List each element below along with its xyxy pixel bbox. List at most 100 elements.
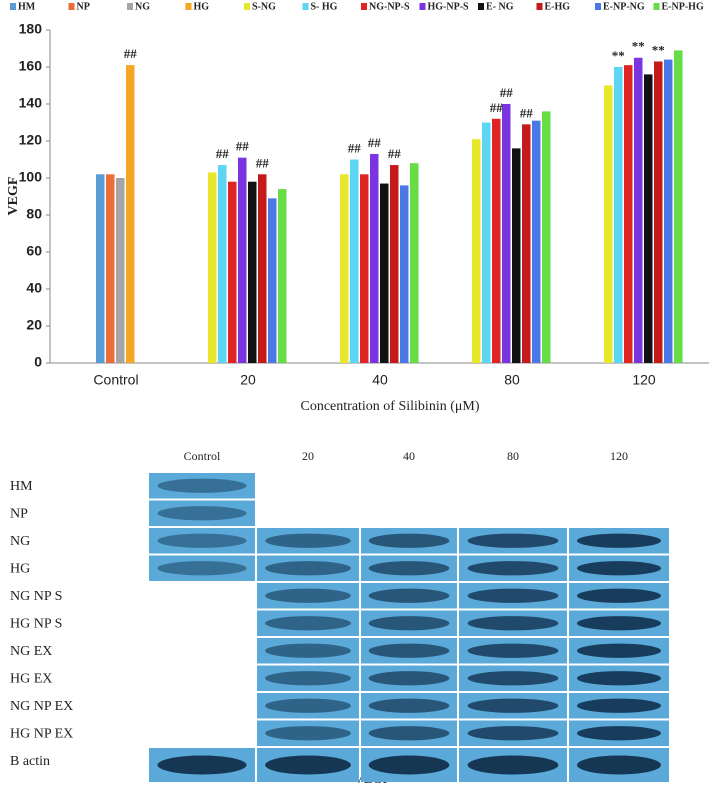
blot-column-label: 80	[507, 449, 519, 463]
x-tick-label: 80	[504, 372, 520, 388]
bar	[370, 153, 379, 363]
y-tick-label: 120	[19, 132, 43, 148]
x-tick-label: Control	[93, 372, 138, 388]
legend-label: S-NG	[252, 1, 276, 12]
blot-band	[577, 588, 661, 603]
blot-band	[577, 755, 661, 775]
annotation: **	[632, 39, 645, 54]
bar	[208, 172, 217, 363]
blot-row-label: NG NP EX	[10, 699, 73, 714]
bar	[492, 118, 501, 363]
bar	[106, 174, 115, 363]
blot-band	[265, 561, 351, 576]
blot-band	[577, 671, 661, 686]
y-tick-label: 20	[26, 317, 42, 333]
bar	[512, 148, 521, 363]
blot-band	[577, 561, 661, 576]
legend-swatch	[68, 3, 75, 10]
blot-row-label: NP	[10, 506, 28, 521]
blot-column-label: 120	[610, 449, 628, 463]
blot-row-label: NG	[10, 534, 30, 549]
legend-swatch	[10, 3, 16, 10]
blot-row-label: HM	[10, 479, 33, 494]
blot-band	[368, 698, 450, 713]
blot-band	[368, 643, 450, 658]
legend-label: E-NP-NG	[603, 1, 645, 12]
x-tick-label: 20	[240, 372, 256, 388]
blot-band	[157, 478, 247, 493]
blot-band	[265, 588, 351, 603]
legend-label: HG-NP-S	[428, 1, 470, 12]
blot-band	[265, 755, 351, 775]
blot-band	[467, 561, 559, 576]
blot-band	[577, 698, 661, 713]
annotation: **	[612, 48, 625, 63]
annotation: ##	[348, 140, 362, 155]
bar	[116, 178, 125, 363]
y-tick-label: 80	[26, 206, 42, 222]
legend-label: S- HG	[311, 1, 338, 12]
legend-swatch	[185, 3, 192, 10]
legend-label: NG-NP-S	[369, 1, 410, 12]
blot-band	[265, 643, 351, 658]
blot-band	[368, 588, 450, 603]
blot-row-label: HG NP S	[10, 616, 62, 631]
blot-band	[368, 533, 450, 548]
blot-band	[467, 755, 559, 775]
blot-band	[157, 506, 247, 521]
annotation: ##	[520, 105, 534, 120]
bar	[542, 111, 551, 364]
annotation: ##	[236, 139, 250, 154]
legend-label: NP	[77, 1, 90, 12]
annotation: ##	[490, 100, 504, 115]
y-tick-label: 100	[19, 169, 43, 185]
y-tick-label: 140	[19, 95, 43, 111]
blot-band	[577, 643, 661, 658]
legend-label: NG	[135, 1, 150, 12]
bar	[400, 185, 409, 363]
blot-row-label: NG NP S	[10, 589, 62, 604]
blot-column-label: Control	[184, 449, 221, 463]
blot-column-label: 40	[403, 449, 415, 463]
legend-label: E-NP-HG	[662, 1, 704, 12]
y-tick-label: 0	[34, 354, 42, 370]
annotation: ##	[124, 46, 138, 61]
blot-band	[368, 755, 450, 775]
blot-row-label: HG NP EX	[10, 726, 73, 741]
blot-row-label: B actin	[10, 754, 50, 769]
legend-label: HM	[18, 1, 36, 12]
blot-band	[577, 533, 661, 548]
bar	[482, 122, 491, 363]
bar	[390, 165, 399, 363]
blot-lane	[149, 555, 255, 581]
y-tick-label: 40	[26, 280, 42, 296]
legend-swatch	[478, 3, 484, 10]
bar	[502, 104, 511, 363]
bar	[664, 59, 673, 363]
blot-band	[467, 698, 559, 713]
x-axis-title: Concentration of Silibinin (μM)	[301, 399, 480, 414]
blot-band	[265, 616, 351, 631]
blot-band	[467, 533, 559, 548]
x-tick-label: 120	[632, 372, 656, 388]
y-axis-title: VEGF	[6, 177, 21, 216]
bar	[350, 159, 359, 363]
bar	[644, 74, 653, 364]
legend-label: HG	[194, 1, 210, 12]
blot-lane	[149, 500, 255, 526]
blot-lane	[149, 528, 255, 554]
legend-label: E-HG	[545, 1, 571, 12]
blot-band	[467, 616, 559, 631]
blot-row-label: HG	[10, 561, 30, 576]
bar	[624, 65, 633, 364]
bar	[340, 174, 349, 363]
legend-swatch	[244, 3, 250, 10]
blot-band	[467, 588, 559, 603]
blot-column-label: 20	[302, 449, 314, 463]
annotation: ##	[368, 135, 382, 150]
bar	[532, 120, 541, 364]
annotation: ##	[388, 146, 402, 161]
bar	[360, 174, 369, 363]
legend-swatch	[595, 3, 601, 10]
